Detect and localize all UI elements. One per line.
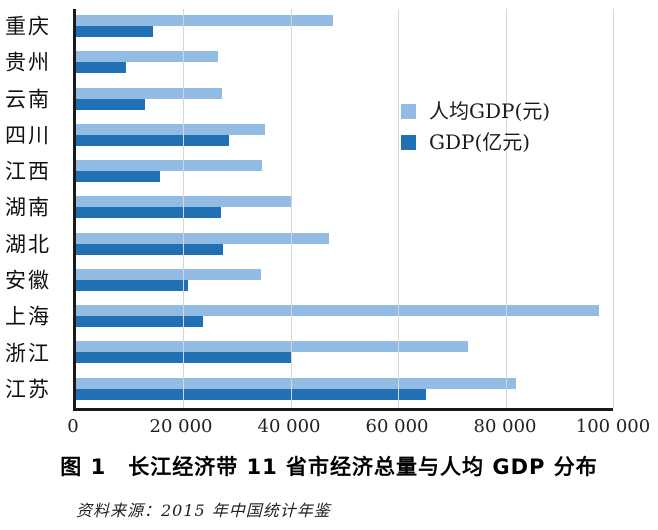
figure-title: 图 1 长江经济带 11 省市经济总量与人均 GDP 分布 (60, 455, 598, 479)
per-capita-gdp-bar (76, 305, 599, 317)
gdp-bar (76, 388, 426, 400)
x-tick-label: 40 000 (257, 416, 321, 437)
x-tick-label: 100 000 (575, 416, 651, 437)
legend-label-gdp: GDP(亿元) (429, 130, 531, 154)
gdp-bar (76, 243, 224, 255)
chart-row: 上海 (5, 299, 613, 335)
category-label: 江西 (5, 159, 51, 184)
legend: 人均GDP(元) GDP(亿元) (401, 101, 550, 152)
figure-source: 资料来源：2015 年中国统计年鉴 (76, 501, 331, 520)
per-capita-gdp-bar (76, 268, 261, 280)
legend-item-per-capita-gdp: 人均GDP(元) (401, 101, 550, 121)
x-tick-label: 0 (67, 416, 79, 437)
x-tick-label: 80 000 (473, 416, 537, 437)
x-tick-label: 20 000 (149, 416, 213, 437)
category-label: 湖南 (5, 195, 51, 220)
category-label: 上海 (5, 304, 51, 329)
gdp-bar (76, 171, 161, 183)
per-capita-gdp-bar (76, 123, 265, 135)
chart-row: 贵州 (5, 45, 613, 81)
per-capita-gdp-bar (76, 87, 223, 99)
category-label: 浙江 (5, 341, 51, 366)
chart-row: 安徽 (5, 263, 613, 299)
gridline (505, 9, 507, 408)
gridline (183, 9, 185, 408)
legend-item-gdp: GDP(亿元) (401, 132, 550, 152)
gdp-bar (76, 279, 188, 291)
per-capita-gdp-bar (76, 51, 218, 63)
chart-row: 江西 (5, 154, 613, 190)
gridline (398, 9, 400, 408)
per-capita-gdp-bar (76, 377, 516, 389)
gdp-bar (76, 62, 126, 74)
category-label: 云南 (5, 87, 51, 112)
gdp-bar (76, 98, 145, 110)
gdp-bar (76, 26, 153, 37)
gridline (613, 9, 614, 408)
legend-label-per-capita-gdp: 人均GDP(元) (429, 99, 551, 123)
category-label: 江苏 (5, 377, 51, 402)
chart-rows: 重庆贵州云南四川江西湖南湖北安徽上海浙江江苏 (5, 9, 613, 408)
per-capita-gdp-bar (76, 160, 263, 172)
legend-swatch-gdp-icon (401, 134, 416, 150)
chart-row: 湖北 (5, 227, 613, 263)
chart-row: 云南 (5, 82, 613, 118)
plot-area: 重庆贵州云南四川江西湖南湖北安徽上海浙江江苏 (5, 9, 614, 411)
category-label: 安徽 (5, 268, 51, 293)
gridline (290, 9, 292, 408)
category-label: 贵州 (5, 50, 51, 75)
chart-row: 重庆 (5, 9, 613, 45)
x-axis-labels: 0 20 000 40 000 60 000 80 000 100 000 (67, 416, 650, 442)
x-tick-label: 60 000 (365, 416, 429, 437)
chart-row: 湖南 (5, 190, 613, 226)
chart-row: 四川 (5, 118, 613, 154)
per-capita-gdp-bar (76, 15, 333, 26)
chart-row: 浙江 (5, 335, 613, 371)
category-label: 四川 (5, 123, 51, 148)
category-label: 重庆 (5, 14, 51, 39)
chart-row: 江苏 (5, 372, 613, 408)
per-capita-gdp-bar (76, 341, 468, 353)
per-capita-gdp-bar (76, 232, 330, 244)
legend-swatch-per-capita-gdp-icon (401, 103, 416, 119)
category-label: 湖北 (5, 232, 51, 257)
gdp-bar (76, 316, 203, 328)
gdp-bar (76, 207, 222, 219)
gdp-bar (76, 134, 230, 146)
